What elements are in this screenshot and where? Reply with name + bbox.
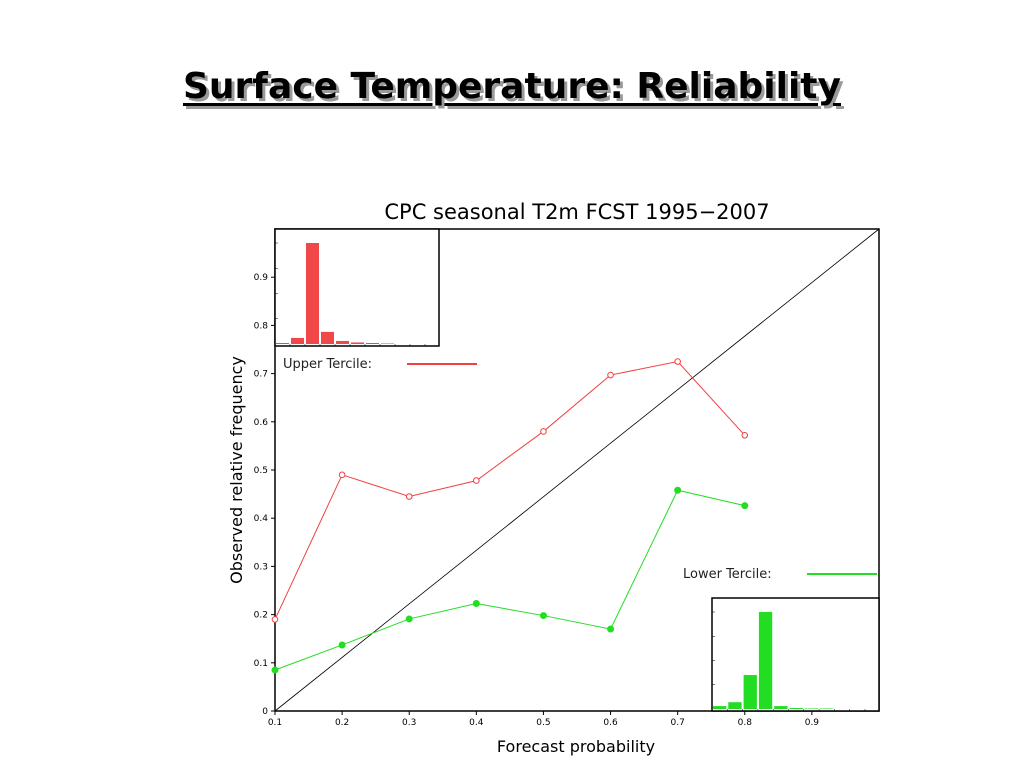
data-point xyxy=(473,477,480,484)
inset-bar xyxy=(743,675,757,709)
perfect-reliability-line xyxy=(274,228,880,712)
slide-title: Surface Temperature: Reliability xyxy=(182,66,841,107)
inset-bar xyxy=(276,342,289,344)
series-line-0 xyxy=(274,361,746,620)
data-point xyxy=(539,612,547,620)
data-point xyxy=(405,493,413,500)
chart-title: CPC seasonal T2m FCST 1995−2007 xyxy=(384,200,769,224)
y-tick-label: 0.5 xyxy=(254,466,268,476)
data-point xyxy=(271,666,279,674)
data-point xyxy=(338,641,346,649)
inset-histogram-1 xyxy=(711,597,880,712)
series-line-1 xyxy=(274,489,745,671)
data-point xyxy=(741,431,749,439)
data-point xyxy=(472,600,480,608)
x-tick-label: 0.3 xyxy=(402,718,416,728)
inset-bar xyxy=(336,340,349,344)
x-tick-label: 0.6 xyxy=(603,718,618,728)
x-tick-label: 0.7 xyxy=(671,718,685,728)
data-point xyxy=(674,486,682,494)
inset-bar xyxy=(321,331,334,344)
legend-label: Lower Tercile: xyxy=(683,567,772,582)
y-tick-label: 0.4 xyxy=(254,514,269,524)
x-tick-label: 0.2 xyxy=(335,718,349,728)
data-point xyxy=(271,616,279,623)
y-tick-label: 0.9 xyxy=(254,273,269,283)
inset-bar xyxy=(758,612,773,709)
inset-bar xyxy=(774,706,788,709)
inset-bar xyxy=(366,342,379,344)
inset-bar xyxy=(306,243,319,344)
data-point xyxy=(540,428,547,435)
inset-bar xyxy=(789,708,803,709)
y-tick-label: 0.1 xyxy=(254,659,268,669)
data-point xyxy=(607,625,615,633)
y-tick-label: 0.8 xyxy=(254,321,269,331)
data-point xyxy=(741,502,749,510)
x-axis-label: Forecast probability xyxy=(497,737,655,756)
x-tick-label: 0.1 xyxy=(268,718,282,728)
y-tick-label: 0.6 xyxy=(254,418,269,428)
x-tick-label: 0.4 xyxy=(469,718,484,728)
y-tick-label: 0.2 xyxy=(254,611,268,621)
y-tick-label: 0 xyxy=(262,707,268,717)
inset-bar xyxy=(291,337,304,344)
inset-bar xyxy=(381,343,394,344)
inset-histogram-0 xyxy=(274,228,440,347)
data-point xyxy=(607,371,614,379)
inset-frame xyxy=(274,228,440,347)
data-point xyxy=(405,615,413,623)
inset-bar xyxy=(351,342,364,344)
y-axis-label: Observed relative frequency xyxy=(227,356,246,584)
inset-frame xyxy=(711,597,880,712)
inset-bar xyxy=(713,706,727,709)
data-point xyxy=(338,471,346,479)
x-tick-label: 0.9 xyxy=(805,718,820,728)
legend-label: Upper Tercile: xyxy=(283,357,372,372)
x-tick-label: 0.5 xyxy=(536,718,550,728)
data-point xyxy=(674,358,681,365)
x-tick-label: 0.8 xyxy=(738,718,753,728)
y-tick-label: 0.7 xyxy=(254,370,268,380)
inset-bar xyxy=(728,702,742,709)
y-tick-label: 0.3 xyxy=(254,562,268,572)
